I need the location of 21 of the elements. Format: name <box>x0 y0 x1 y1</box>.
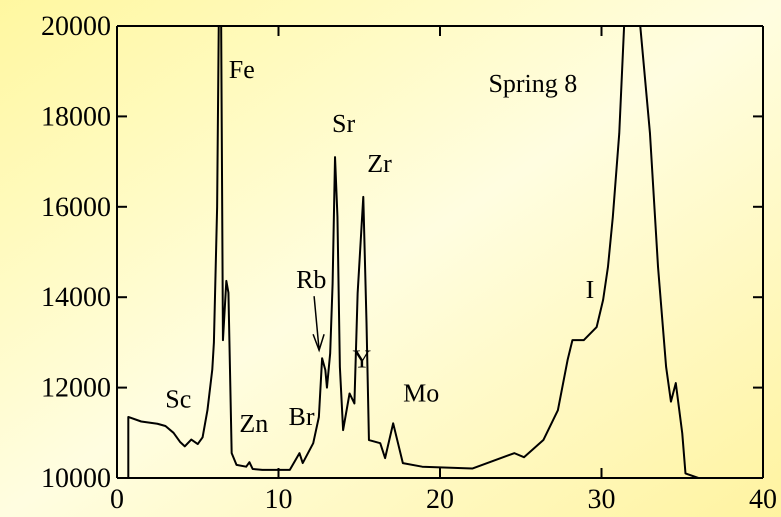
annotation: Fe <box>228 55 255 84</box>
annotation: Mo <box>403 378 440 408</box>
y-tick-label: 12000 <box>41 372 111 404</box>
annotation: Zr <box>367 148 392 178</box>
x-tick-label: 40 <box>749 484 777 515</box>
y-tick-label: 14000 <box>41 282 111 314</box>
x-tick-label: 10 <box>264 484 292 515</box>
annotation: Spring 8 <box>488 69 578 98</box>
x-tick-label: 0 <box>110 484 124 515</box>
y-tick-label: 10000 <box>41 462 111 494</box>
annotation: Br <box>288 402 315 432</box>
x-tick-label: 30 <box>588 484 616 515</box>
y-tick-label: 18000 <box>41 101 111 132</box>
annotation: Zn <box>239 409 268 438</box>
annotation: I <box>586 275 594 304</box>
x-tick-label: 20 <box>426 484 454 515</box>
y-tick-label: 16000 <box>41 192 111 223</box>
annotation: Rb <box>296 265 326 294</box>
y-tick-label: 20000 <box>41 10 111 42</box>
annotation: Sc <box>165 384 192 414</box>
annotation: Sr <box>332 109 356 138</box>
